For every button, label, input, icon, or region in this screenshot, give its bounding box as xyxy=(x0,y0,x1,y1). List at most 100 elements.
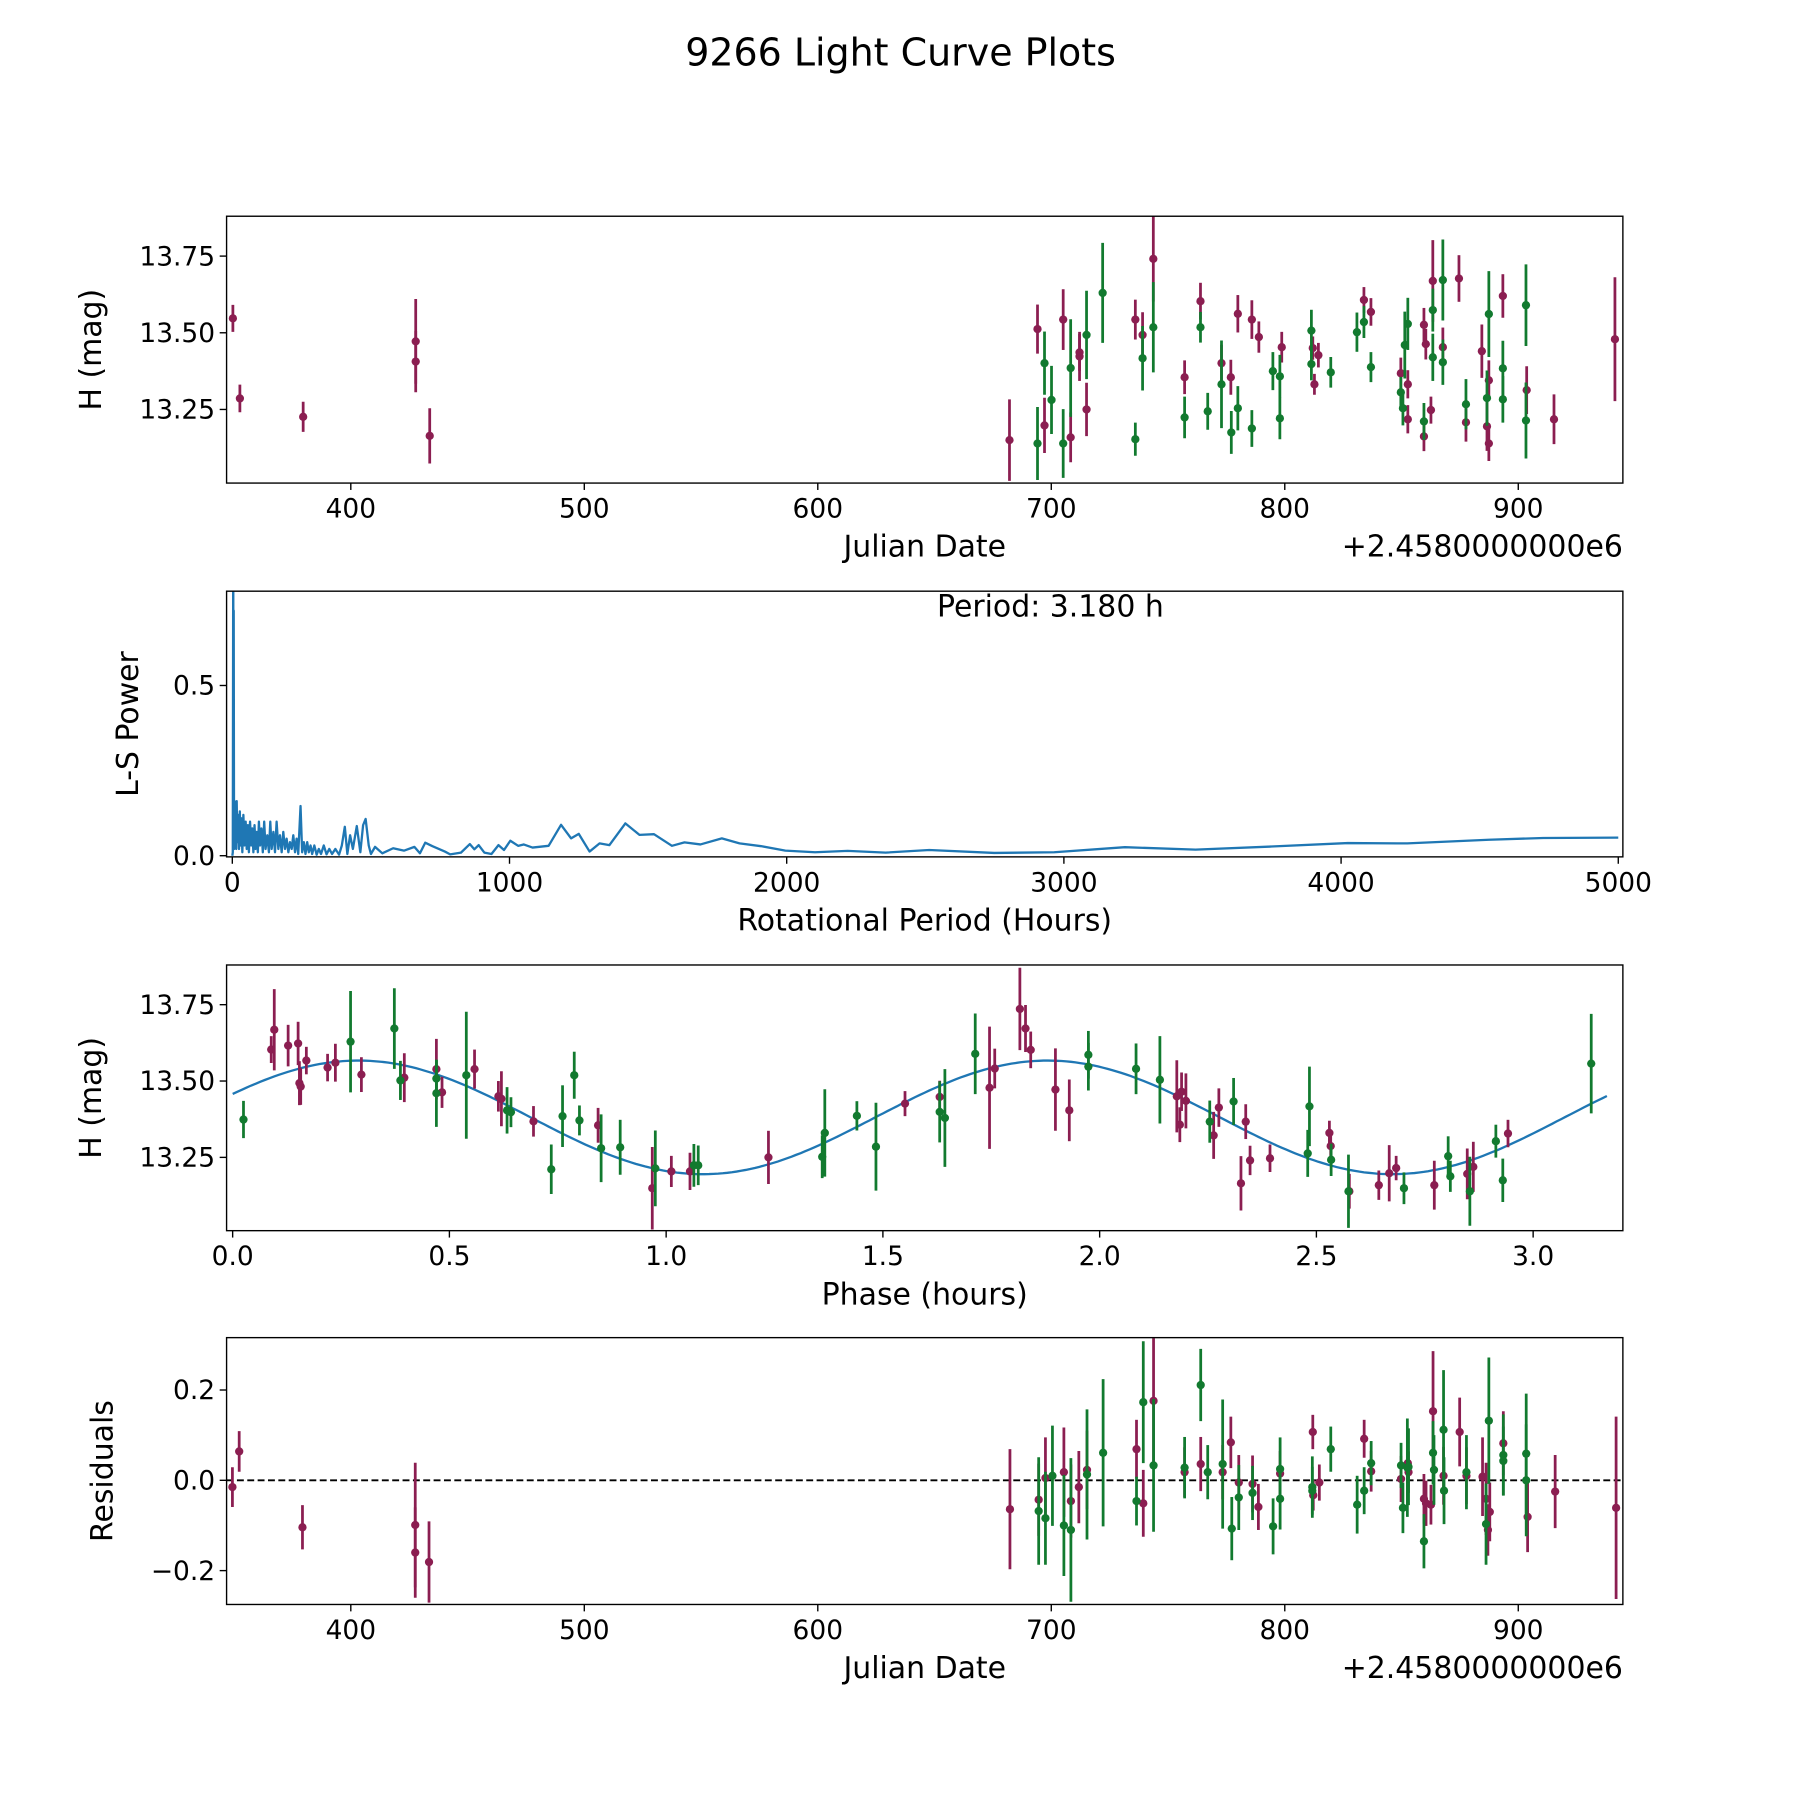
data-point xyxy=(1426,396,1436,424)
data-marker xyxy=(1234,1493,1243,1502)
data-point xyxy=(1399,1172,1409,1205)
x-axis-label: Julian Date xyxy=(841,530,1006,565)
data-marker xyxy=(425,431,434,440)
data-marker xyxy=(1247,424,1256,433)
data-point xyxy=(529,1106,538,1137)
data-point xyxy=(1314,342,1323,368)
data-marker xyxy=(1229,1097,1238,1106)
data-marker xyxy=(667,1167,676,1176)
data-point xyxy=(1247,410,1256,447)
panel-2: 0 1000 2000 3000 4000 5000 0.0 0.5 Rotational Pe… xyxy=(111,589,1652,938)
data-point xyxy=(1396,1442,1406,1488)
data-marker xyxy=(1461,400,1471,409)
data-point xyxy=(1082,382,1091,437)
x-offset-text: +2.4580000000e6 xyxy=(1342,1651,1623,1686)
period-annotation: Period: 3.180 h xyxy=(937,589,1164,624)
data-point xyxy=(1277,331,1286,363)
data-point xyxy=(1138,326,1147,391)
data-marker xyxy=(1275,414,1285,423)
data-marker xyxy=(1305,1102,1314,1111)
data-marker xyxy=(1439,1486,1449,1495)
data-point xyxy=(323,1053,332,1082)
data-point xyxy=(1482,370,1492,426)
data-marker xyxy=(1205,1117,1214,1126)
series-2 xyxy=(1034,1341,1531,1602)
data-point xyxy=(1181,1073,1191,1129)
data-point xyxy=(1469,1141,1478,1192)
data-marker xyxy=(575,1116,584,1125)
data-point xyxy=(1398,1482,1408,1534)
data-marker xyxy=(235,1447,244,1456)
data-point xyxy=(1477,324,1486,378)
data-point xyxy=(940,1069,950,1167)
data-point xyxy=(558,1085,567,1147)
data-point xyxy=(1551,1455,1560,1529)
x-tick-label: 0 xyxy=(224,867,241,898)
data-point xyxy=(1549,394,1559,445)
data-point xyxy=(1196,311,1205,343)
data-point xyxy=(299,401,308,432)
data-marker xyxy=(1196,1459,1205,1469)
data-marker xyxy=(1465,1187,1474,1196)
x-tick-label: 2000 xyxy=(753,867,820,898)
data-marker xyxy=(1307,359,1316,369)
panel-4: 400 500 600 700 800 900 −0.2 0.0 0.2 Julian Date R… xyxy=(86,1336,1624,1686)
y-tick-label: 0.2 xyxy=(173,1375,215,1406)
data-marker xyxy=(1139,1398,1148,1407)
data-point xyxy=(1366,298,1376,326)
data-marker xyxy=(1209,1131,1218,1140)
series-1 xyxy=(267,967,1513,1230)
data-marker xyxy=(820,1128,829,1138)
data-marker xyxy=(990,1064,999,1073)
data-marker xyxy=(871,1142,881,1151)
data-point xyxy=(1305,1066,1314,1147)
data-marker xyxy=(1226,373,1235,382)
data-marker xyxy=(1419,320,1429,329)
data-marker xyxy=(1248,1488,1257,1498)
data-point xyxy=(616,1119,625,1175)
data-marker xyxy=(1048,1471,1057,1480)
data-marker xyxy=(558,1112,567,1121)
data-marker xyxy=(1610,335,1620,344)
data-marker xyxy=(1374,1181,1383,1190)
data-marker xyxy=(1241,1117,1250,1126)
data-point xyxy=(1461,379,1471,430)
data-marker xyxy=(1066,363,1075,373)
x-tick-label: 0.0 xyxy=(212,1241,254,1272)
data-marker xyxy=(1082,330,1091,340)
data-point xyxy=(1131,299,1140,340)
data-marker xyxy=(1277,343,1286,352)
data-marker xyxy=(1254,1502,1263,1512)
data-point xyxy=(1132,1419,1141,1479)
data-marker xyxy=(1326,1445,1335,1454)
data-marker xyxy=(1082,1470,1092,1479)
data-marker xyxy=(1308,1427,1317,1437)
data-point xyxy=(1233,386,1242,431)
data-point xyxy=(1248,1465,1257,1521)
data-marker xyxy=(1132,1496,1141,1506)
data-point xyxy=(302,1046,311,1075)
data-marker xyxy=(1131,1064,1141,1073)
data-point xyxy=(1268,352,1278,391)
data-point xyxy=(411,1507,420,1598)
data-marker xyxy=(1399,1184,1409,1193)
y-tick-label: 13.75 xyxy=(139,990,215,1021)
periodogram-line xyxy=(231,591,1619,856)
data-marker xyxy=(1421,339,1430,349)
data-marker xyxy=(1498,291,1507,301)
x-tick-label: 600 xyxy=(793,494,843,525)
data-point xyxy=(685,1152,695,1191)
x-axis-label: Rotational Period (Hours) xyxy=(737,903,1112,938)
data-marker xyxy=(1499,1456,1508,1466)
data-marker xyxy=(1482,393,1492,403)
data-marker xyxy=(1587,1059,1596,1068)
data-point xyxy=(1131,422,1140,456)
data-marker xyxy=(1446,1172,1455,1181)
data-point xyxy=(1498,376,1507,423)
data-marker xyxy=(1428,353,1437,362)
data-marker xyxy=(235,394,245,403)
x-tick-label: 4000 xyxy=(1307,867,1374,898)
data-point xyxy=(1587,1013,1596,1114)
data-marker xyxy=(1549,415,1559,424)
data-point xyxy=(1209,1111,1218,1159)
